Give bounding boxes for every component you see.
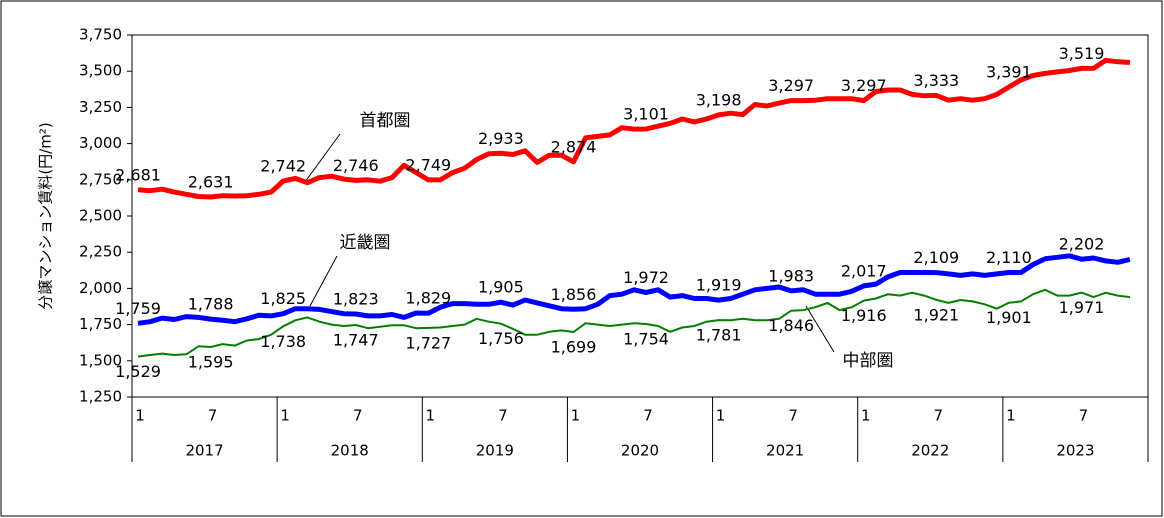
x-tick-label: 1 (571, 407, 581, 425)
series-line (137, 253, 1131, 326)
series-line (137, 288, 1131, 358)
year-label: 2017 (185, 442, 223, 460)
data-label: 3,519 (1059, 44, 1105, 63)
y-axis-label: 分譲マンション賃料(円/m²) (37, 122, 55, 309)
data-label: 3,101 (623, 104, 669, 123)
y-tick-label: 2,750 (79, 170, 122, 188)
data-label: 3,391 (986, 62, 1032, 81)
data-label: 1,983 (768, 266, 814, 285)
series-callout: 中部圏 (843, 351, 894, 371)
y-tick-label: 1,750 (79, 315, 122, 333)
y-tick-label: 2,250 (79, 243, 122, 261)
data-label: 2,681 (115, 165, 161, 184)
data-label: 1,747 (333, 331, 379, 350)
data-label: 1,699 (551, 337, 597, 356)
data-label: 2,874 (551, 137, 597, 156)
data-label: 1,856 (551, 285, 597, 304)
x-tick-label: 7 (788, 407, 798, 425)
x-tick-label: 1 (716, 407, 726, 425)
data-label: 1,823 (333, 290, 379, 309)
data-label: 2,742 (260, 156, 306, 175)
data-label: 3,333 (913, 71, 959, 90)
x-tick-label: 1 (280, 407, 290, 425)
year-label: 2018 (331, 442, 369, 460)
year-label: 2019 (476, 442, 514, 460)
x-tick-label: 7 (934, 407, 944, 425)
callout-line (805, 305, 835, 353)
data-label: 1,529 (115, 362, 161, 381)
x-tick-label: 7 (1079, 407, 1089, 425)
data-label: 1,921 (913, 305, 959, 324)
x-tick-label: 7 (498, 407, 508, 425)
x-tick-label: 1 (861, 407, 871, 425)
data-label: 1,829 (405, 289, 451, 308)
data-label: 1,901 (986, 308, 1032, 327)
x-tick-label: 1 (426, 407, 436, 425)
data-label: 1,781 (696, 326, 742, 345)
data-label: 1,756 (478, 329, 524, 348)
callout-line (309, 255, 338, 307)
data-label: 1,971 (1059, 298, 1105, 317)
data-label: 1,825 (260, 289, 306, 308)
x-tick-label: 1 (135, 407, 145, 425)
year-label: 2022 (911, 442, 949, 460)
data-label: 1,905 (478, 278, 524, 297)
y-tick-label: 1,250 (79, 388, 122, 406)
data-label: 1,754 (623, 330, 669, 349)
data-label: 2,109 (913, 248, 959, 267)
data-label: 1,919 (696, 276, 742, 295)
y-tick-label: 3,500 (79, 62, 122, 80)
x-tick-label: 1 (1006, 407, 1016, 425)
series-line (137, 57, 1131, 200)
data-label: 1,738 (260, 332, 306, 351)
data-label: 2,202 (1059, 235, 1105, 254)
data-label: 2,749 (405, 155, 451, 174)
series-callout: 首都圏 (360, 111, 411, 131)
data-label: 1,788 (188, 295, 234, 314)
data-label: 2,110 (986, 248, 1032, 267)
data-label: 2,933 (478, 129, 524, 148)
y-tick-label: 1,500 (79, 351, 122, 369)
data-label: 1,595 (188, 353, 234, 372)
data-label: 2,017 (841, 261, 887, 280)
y-tick-label: 3,250 (79, 98, 122, 116)
year-label: 2020 (621, 442, 659, 460)
y-tick-label: 3,750 (79, 26, 122, 44)
data-label: 2,631 (188, 173, 234, 192)
y-tick-label: 3,000 (79, 134, 122, 152)
data-label: 3,198 (696, 90, 742, 109)
data-label: 1,972 (623, 268, 669, 287)
y-tick-label: 2,500 (79, 207, 122, 225)
year-label: 2023 (1056, 442, 1094, 460)
data-label: 1,916 (841, 306, 887, 325)
x-tick-label: 7 (643, 407, 653, 425)
series-callout: 近畿圏 (340, 233, 391, 253)
x-tick-label: 7 (208, 407, 218, 425)
data-label: 3,297 (841, 76, 887, 95)
data-label: 1,846 (768, 316, 814, 335)
callout-line (304, 133, 341, 183)
data-label: 2,746 (333, 156, 379, 175)
data-label: 1,759 (115, 299, 161, 318)
y-tick-label: 2,000 (79, 279, 122, 297)
data-label: 1,727 (405, 333, 451, 352)
year-label: 2021 (766, 442, 804, 460)
data-label: 3,297 (768, 76, 814, 95)
x-tick-label: 7 (353, 407, 363, 425)
